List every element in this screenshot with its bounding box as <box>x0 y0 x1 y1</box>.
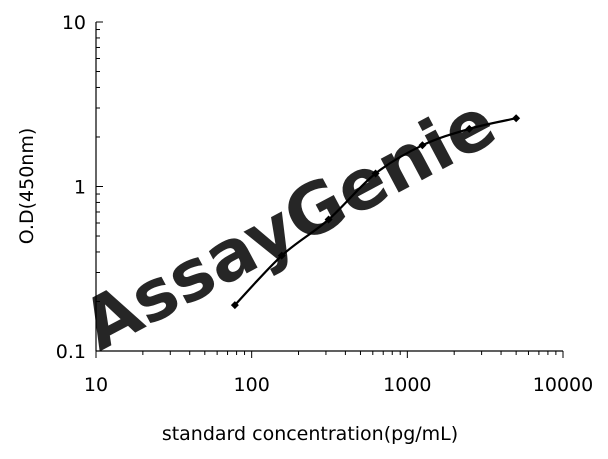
data-point-marker <box>371 169 380 178</box>
y-axis-title: O.D(450nm) <box>16 128 38 245</box>
data-point-marker <box>324 215 333 224</box>
y-tick-label: 10 <box>62 12 86 34</box>
x-tick-label: 100 <box>234 374 270 396</box>
data-point-marker <box>418 141 427 150</box>
x-tick-label: 1000 <box>383 374 431 396</box>
data-point-marker <box>230 301 239 310</box>
data-point-marker <box>465 124 474 133</box>
x-axis-title: standard concentration(pg/mL) <box>162 423 458 445</box>
x-tick-label: 10000 <box>533 374 593 396</box>
y-tick-label: 1 <box>74 177 86 199</box>
watermark-logo: AssayGenie <box>69 81 509 367</box>
data-point-marker <box>512 114 521 123</box>
data-point-marker <box>277 251 286 260</box>
x-tick-label: 10 <box>84 374 108 396</box>
y-tick-label: 0.1 <box>56 341 86 363</box>
